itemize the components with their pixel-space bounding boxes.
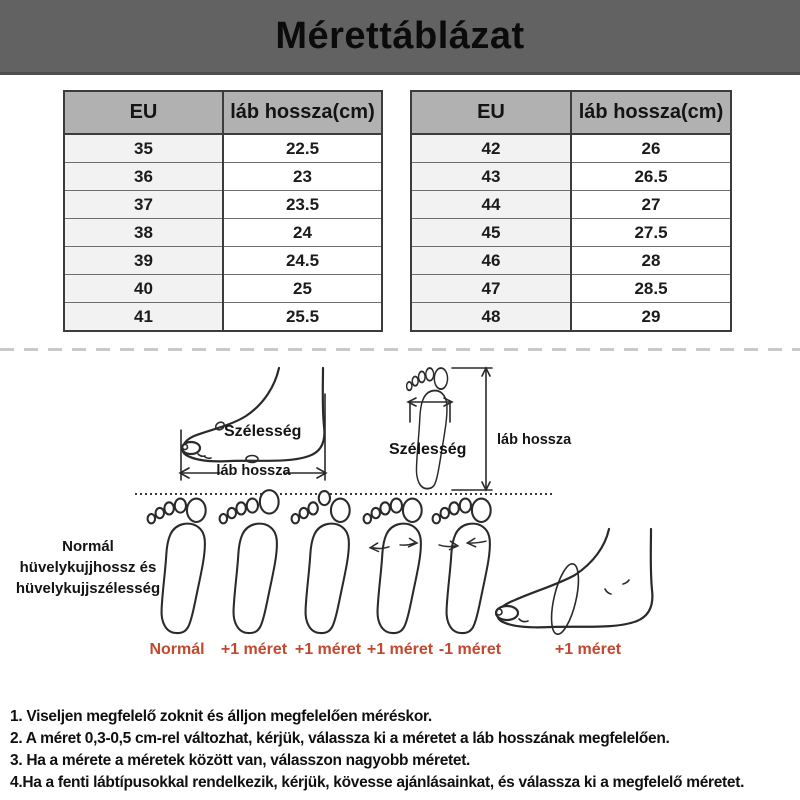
eu-size-cell: 40	[64, 274, 224, 303]
foot-length-cell: 25	[223, 274, 382, 303]
table-header: láb hossza(cm)	[570, 90, 732, 135]
table-row: 42 26	[411, 133, 731, 163]
eu-size-cell: 46	[411, 246, 572, 275]
section-divider	[0, 348, 800, 351]
eu-size-cell: 39	[64, 246, 224, 275]
footprint-long-second-toe	[290, 490, 351, 635]
footprint-narrow-arrows-in	[426, 496, 501, 637]
foot-length-cell: 27	[571, 190, 731, 219]
title-banner: Mérettáblázat	[0, 0, 800, 75]
foot-type-label: Normál	[149, 641, 205, 658]
size-table-eu-42-48: EU láb hossza(cm) 42 26 43 26.5 44 27 45 27.5 46 28…	[410, 90, 732, 332]
table-row: 45 27.5	[411, 218, 731, 247]
top-view-length-label: láb hossza	[497, 432, 572, 448]
foot-type-label: +1 méret	[554, 641, 622, 658]
note-line: 3. Ha a mérete a méretek között van, vál…	[10, 752, 471, 769]
top-view-width-label: Szélesség	[389, 441, 467, 458]
eu-size-cell: 36	[64, 162, 224, 191]
foot-length-cell: 27.5	[571, 218, 731, 247]
footprint-wide-arrows-out	[357, 496, 432, 637]
eu-size-cell: 44	[411, 190, 572, 219]
side-view-length-label: láb hossza	[216, 463, 291, 479]
table-row: 36 23	[64, 162, 382, 191]
note-line: 4.Ha a fenti lábtípusokkal rendelkezik, …	[10, 774, 745, 791]
foot-length-cell: 28.5	[571, 274, 731, 303]
foot-side-view-diagram	[178, 366, 328, 481]
foot-length-cell: 24.5	[223, 246, 382, 275]
foot-side-girth-diagram	[494, 527, 654, 635]
eu-size-cell: 35	[64, 133, 224, 163]
eu-size-cell: 37	[64, 190, 224, 219]
eu-size-cell: 47	[411, 274, 572, 303]
foot-types-caption: Normál hüvelykujjhossz és hüvelykujjszél…	[15, 538, 161, 597]
eu-size-cell: 43	[411, 162, 572, 191]
eu-size-cell: 42	[411, 133, 572, 163]
size-table-eu-35-41: EU láb hossza(cm) 35 22.5 36 23 37 23.5 38 24 39 24…	[63, 90, 383, 332]
eu-size-cell: 45	[411, 218, 572, 247]
eu-size-cell: 41	[64, 302, 224, 332]
foot-length-cell: 22.5	[223, 133, 382, 163]
table-header: EU	[63, 90, 224, 135]
table-header: EU	[410, 90, 572, 135]
note-line: 1. Viseljen megfelelő zoknit és álljon m…	[10, 708, 432, 725]
table-row: 37 23.5	[64, 190, 382, 219]
foot-length-cell: 29	[571, 302, 731, 332]
footprint-long-big-toe	[218, 489, 280, 635]
table-row: 46 28	[411, 246, 731, 275]
table-row: 40 25	[64, 274, 382, 303]
foot-length-cell: 28	[571, 246, 731, 275]
foot-length-cell: 23	[223, 162, 382, 191]
note-line: 2. A méret 0,3-0,5 cm-rel változhat, kér…	[10, 730, 670, 747]
usage-notes: 1. Viseljen megfelelő zoknit és álljon m…	[10, 706, 792, 794]
eu-size-cell: 48	[411, 302, 572, 332]
foot-length-cell: 25.5	[223, 302, 382, 332]
foot-length-cell: 23.5	[223, 190, 382, 219]
foot-type-label: +1 méret	[294, 641, 362, 658]
eu-size-cell: 38	[64, 218, 224, 247]
foot-length-cell: 26.5	[571, 162, 731, 191]
table-row: 39 24.5	[64, 246, 382, 275]
table-header: láb hossza(cm)	[222, 90, 383, 135]
foot-top-view-diagram	[406, 366, 493, 492]
table-row: 48 29	[411, 302, 731, 332]
table-row: 44 27	[411, 190, 731, 219]
toe-alignment-line	[135, 493, 555, 495]
page-title: Mérettáblázat	[275, 14, 525, 57]
table-row: 35 22.5	[64, 133, 382, 163]
foot-length-cell: 26	[571, 133, 731, 163]
table-row: 43 26.5	[411, 162, 731, 191]
table-row: 41 25.5	[64, 302, 382, 332]
foot-type-label: +1 méret	[366, 641, 434, 658]
table-row: 47 28.5	[411, 274, 731, 303]
side-view-width-label: Szélesség	[224, 423, 302, 440]
foot-length-cell: 24	[223, 218, 382, 247]
table-row: 38 24	[64, 218, 382, 247]
footprint-normal	[141, 496, 216, 637]
foot-type-label: -1 méret	[438, 641, 502, 658]
foot-type-label: +1 méret	[220, 641, 288, 658]
